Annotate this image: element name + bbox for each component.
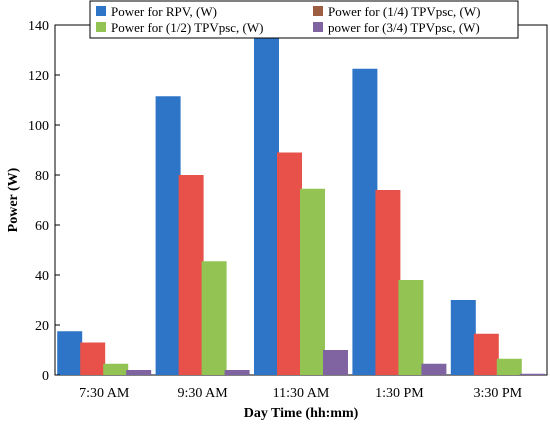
- bar-series-1-11-30-am: [254, 37, 279, 375]
- bar-series-2-3-30-pm: [473, 333, 499, 375]
- legend-swatch-1: [96, 6, 106, 16]
- bar-series-3-9-30-am: [201, 261, 227, 375]
- bar-series-3-11-30-am: [300, 188, 325, 375]
- legend-swatch-2: [313, 6, 323, 16]
- bar-series-4-1-30-pm: [421, 363, 447, 375]
- bar-series-1-3-30-pm: [450, 300, 476, 375]
- bar-series-4-11-30-am: [323, 350, 348, 375]
- legend-label-1: Power for RPV, (W): [111, 4, 217, 19]
- x-tick-label: 9:30 AM: [178, 386, 229, 401]
- x-tick-label: 3:30 PM: [473, 386, 522, 401]
- bars: [57, 37, 545, 375]
- bar-series-3-3-30-pm: [496, 358, 522, 375]
- bar-series-2-9-30-am: [178, 175, 204, 375]
- legend-label-3: Power for (1/2) TPVpsc, (W): [111, 20, 263, 35]
- bar-series-2-11-30-am: [277, 152, 302, 375]
- legend-swatch-3: [96, 22, 106, 32]
- x-tick-label: 11:30 AM: [273, 386, 330, 401]
- y-tick-label: 20: [35, 319, 49, 334]
- legend-swatch-4: [313, 22, 323, 32]
- legend-label-4: power for (3/4) TPVpsc, (W): [328, 20, 480, 35]
- y-tick-label: 0: [42, 369, 49, 384]
- legend-label-2: Power for (1/4) TPVpsc, (W): [328, 4, 480, 19]
- bar-series-3-1-30-pm: [398, 280, 424, 375]
- y-tick-label: 80: [35, 169, 49, 184]
- bar-series-4-7-30-am: [126, 370, 152, 375]
- y-tick-label: 140: [28, 19, 49, 34]
- bar-series-4-9-30-am: [224, 370, 250, 375]
- bar-series-3-7-30-am: [103, 363, 129, 375]
- bar-series-2-7-30-am: [80, 342, 106, 375]
- bar-series-1-9-30-am: [155, 96, 181, 375]
- y-axis-title: Power (W): [6, 167, 21, 232]
- x-axis-ticks: 7:30 AM 9:30 AM 11:30 AM 1:30 PM 3:30 PM: [79, 386, 523, 401]
- y-tick-label: 120: [28, 69, 49, 84]
- bar-series-1-1-30-pm: [352, 68, 378, 375]
- x-axis-title: Day Time (hh:mm): [244, 406, 359, 421]
- y-tick-label: 100: [28, 119, 49, 134]
- y-tick-label: 60: [35, 219, 49, 234]
- x-tick-label: 1:30 PM: [375, 386, 424, 401]
- bar-series-2-1-30-pm: [375, 190, 401, 375]
- legend-box: [89, 0, 519, 39]
- legend: Power for RPV, (W) Power for (1/4) TPVpsc…: [89, 0, 519, 39]
- y-tick-label: 40: [35, 269, 49, 284]
- bar-series-1-7-30-am: [57, 331, 83, 375]
- y-axis-ticks: 0 20 40 60 80 100 120 140: [28, 19, 60, 384]
- bar-series-4-3-30-pm: [519, 373, 545, 375]
- x-tick-label: 7:30 AM: [79, 386, 130, 401]
